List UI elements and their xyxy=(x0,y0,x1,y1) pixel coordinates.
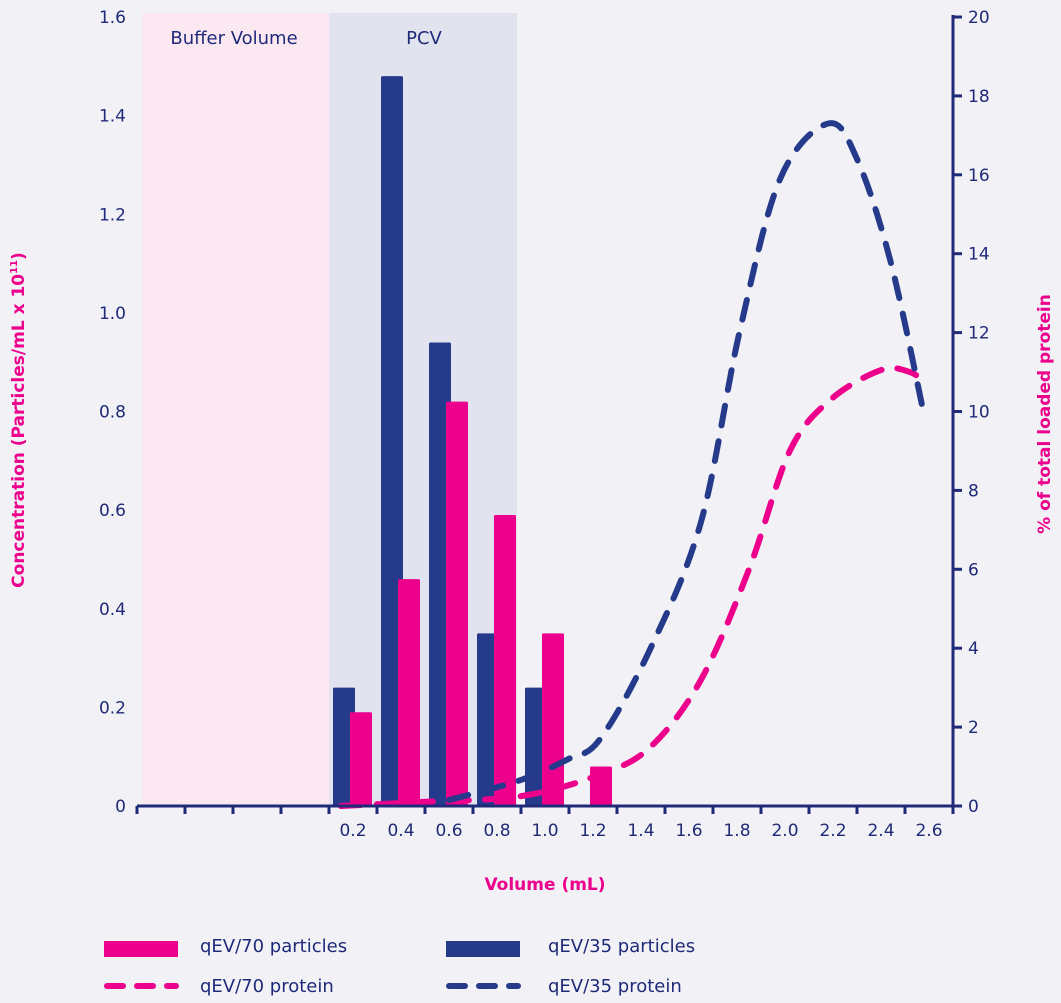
y2-tick-label: 12 xyxy=(968,324,990,344)
legend: qEV/70 particles qEV/35 particles qEV/70… xyxy=(104,936,695,997)
y-tick-label: 0 xyxy=(115,797,126,817)
buffer-volume-label: Buffer Volume xyxy=(170,28,297,49)
y-tick-label: 0.8 xyxy=(99,403,126,423)
x-tick-label: 1.8 xyxy=(723,821,750,841)
x-tick-label: 2.2 xyxy=(819,821,846,841)
y2-tick-label: 2 xyxy=(968,718,979,738)
y2-tick-label: 8 xyxy=(968,481,979,501)
y2-tick-label: 0 xyxy=(968,797,979,817)
bar-qev-35-particles xyxy=(381,76,403,807)
x-tick-label: 0.8 xyxy=(483,821,510,841)
y2-tick-label: 4 xyxy=(968,639,979,659)
x-tick-label: 2.6 xyxy=(915,821,942,841)
x-tick-label: 0.4 xyxy=(387,821,414,841)
bar-qev-70-particles xyxy=(446,401,468,806)
axes: 0.2 0.4 0.6 0.8 1.0 1.2 1.4 1.6 1.8 2.0 2.2 2.4 2.6 0… xyxy=(99,8,990,841)
y-tick-label: 1.2 xyxy=(99,205,126,225)
y-axis-title: Concentration (Particles/mL x 1011) xyxy=(9,252,29,588)
y2-tick-label: 20 xyxy=(968,8,990,28)
y-tick-label: 1.6 xyxy=(99,8,126,28)
bar-qev-70-particles xyxy=(494,515,516,806)
line-qev-35-protein xyxy=(446,120,928,804)
y2-tick-label: 18 xyxy=(968,87,990,107)
legend-swatch-qev35-particles xyxy=(446,941,520,957)
x-tick-label: 2.4 xyxy=(867,821,894,841)
x-tick-label: 0.2 xyxy=(339,821,366,841)
y-axis-title-main: Concentration (Particles/mL x 10 xyxy=(9,274,29,588)
x-tick-label: 2.0 xyxy=(771,821,798,841)
y2-tick-label: 10 xyxy=(968,403,990,423)
y2-tick-label: 16 xyxy=(968,166,990,186)
x-axis-title: Volume (mL) xyxy=(484,875,605,895)
y-axis-title-superscript: 11 xyxy=(9,260,20,274)
x-tick-label: 1.4 xyxy=(627,821,654,841)
x-tick-label: 1.6 xyxy=(675,821,702,841)
x-tick-label: 1.0 xyxy=(531,821,558,841)
legend-label-qev70-protein: qEV/70 protein xyxy=(200,976,334,997)
legend-swatch-qev70-particles xyxy=(104,941,178,957)
legend-label-qev35-protein: qEV/35 protein xyxy=(548,976,682,997)
x-tick-label: 1.2 xyxy=(579,821,606,841)
y2-axis-title: % of total loaded protein xyxy=(1035,294,1055,534)
y-tick-label: 1.4 xyxy=(99,107,126,127)
pcv-label: PCV xyxy=(406,28,442,49)
y-tick-label: 1.0 xyxy=(99,304,126,324)
y-axis-title-close: ) xyxy=(9,252,29,260)
legend-label-qev70-particles: qEV/70 particles xyxy=(200,936,347,957)
bar-qev-35-particles xyxy=(429,342,451,806)
bar-qev-35-particles xyxy=(477,633,499,806)
y2-tick-label: 6 xyxy=(968,560,979,580)
y2-tick-label: 14 xyxy=(968,245,990,265)
bar-qev-70-particles xyxy=(542,633,564,806)
y-tick-label: 0.4 xyxy=(99,600,126,620)
buffer-volume-region xyxy=(142,13,329,806)
y-tick-label: 0.6 xyxy=(99,501,126,521)
legend-label-qev35-particles: qEV/35 particles xyxy=(548,936,695,957)
bar-qev-35-particles xyxy=(333,687,355,806)
bar-qev-70-particles xyxy=(350,712,372,806)
protein-lines xyxy=(338,120,930,809)
bar-qev-70-particles xyxy=(398,579,420,806)
x-tick-label: 0.6 xyxy=(435,821,462,841)
y-tick-label: 0.2 xyxy=(99,698,126,718)
line-qev-70-protein xyxy=(338,365,930,809)
